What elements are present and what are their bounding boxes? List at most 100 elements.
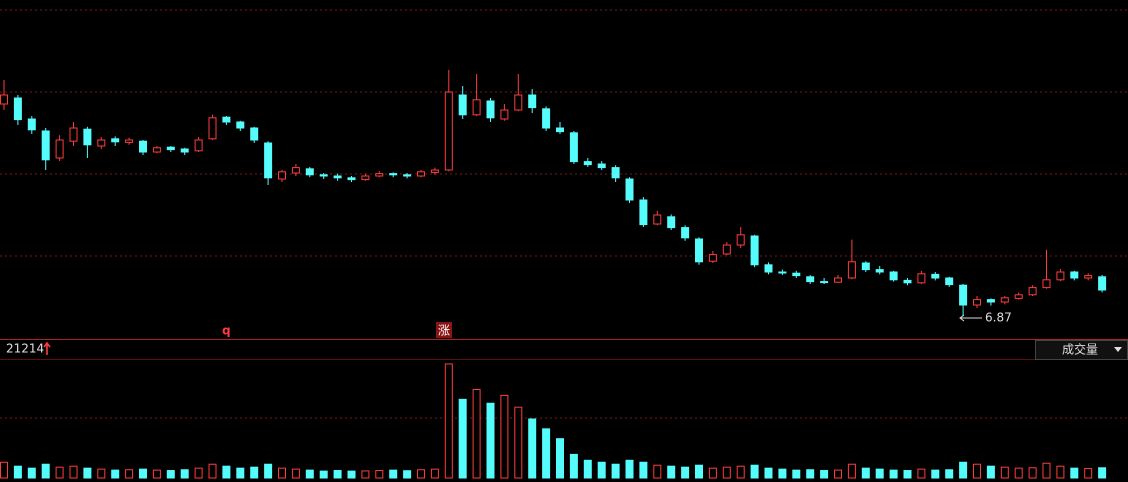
volume-bar <box>917 468 926 479</box>
candle-body <box>611 167 620 179</box>
candle-body <box>708 254 717 262</box>
candle-body <box>97 139 106 147</box>
candle-body <box>305 168 314 176</box>
candle-body <box>847 261 856 279</box>
volume-bar <box>236 467 245 479</box>
volume-bar <box>528 418 537 479</box>
candle-body <box>333 175 342 179</box>
candle-body <box>278 171 286 180</box>
volume-bar <box>125 469 134 479</box>
volume-bar <box>472 389 481 479</box>
volume-bar <box>875 468 884 479</box>
volume-bar <box>1028 467 1037 479</box>
volume-bar <box>695 464 703 479</box>
candle-body <box>222 116 231 123</box>
candle-body <box>792 272 801 277</box>
candle-body <box>973 299 981 306</box>
volume-bar <box>931 469 940 479</box>
candle-body <box>959 284 968 306</box>
volume-bar <box>166 470 175 479</box>
candle-body <box>152 147 161 153</box>
volume-bar <box>847 463 856 479</box>
volume-bar <box>806 469 815 479</box>
volume-bar <box>69 465 78 479</box>
candle-body <box>13 97 22 121</box>
candle-body <box>722 244 731 255</box>
volume-bar <box>542 428 551 479</box>
candle-body <box>750 235 759 266</box>
volume-bar <box>361 470 370 479</box>
volume-bar <box>1070 467 1079 479</box>
candle-body <box>236 121 245 129</box>
candle-body <box>180 148 189 153</box>
volume-bar <box>194 467 203 479</box>
candle-body <box>917 273 926 284</box>
volume-bar <box>792 469 801 479</box>
volume-bar <box>41 463 50 479</box>
candle-body <box>389 173 398 176</box>
candle-body <box>1000 297 1009 303</box>
candle-body <box>1042 279 1051 289</box>
candle-body <box>639 199 648 226</box>
candle-body <box>653 214 662 225</box>
volume-bar <box>0 461 8 479</box>
volume-bar <box>222 465 231 479</box>
candle-body <box>681 227 690 239</box>
candle-body <box>820 281 829 284</box>
volume-bar <box>1098 467 1107 479</box>
volume-bar <box>667 465 676 479</box>
candle-body <box>1084 275 1093 279</box>
volume-bar <box>83 467 92 479</box>
volume-bar <box>500 394 509 479</box>
candle-body <box>695 238 703 263</box>
volume-bar <box>903 470 912 479</box>
volume-bar <box>291 468 300 479</box>
candle-body <box>347 177 356 181</box>
volume-bar <box>250 466 259 479</box>
candle-body <box>1028 287 1037 296</box>
candle-body <box>625 178 634 201</box>
volume-bar <box>861 467 870 479</box>
volume-bar <box>208 463 217 479</box>
candle-body <box>945 277 954 286</box>
candle-body <box>583 161 592 166</box>
candle-body <box>1098 276 1107 291</box>
candle-body <box>861 262 870 271</box>
candle-body <box>542 108 551 129</box>
volume-bar <box>569 453 578 479</box>
volume-bar <box>722 466 731 479</box>
volume-bar <box>625 459 634 479</box>
volume-bar <box>986 465 995 479</box>
volume-bar <box>750 464 759 479</box>
dropdown-caret <box>1114 347 1122 352</box>
volume-bar <box>708 467 717 479</box>
volume-bar <box>389 469 398 479</box>
volume-bar <box>1084 468 1093 479</box>
volume-bar <box>611 463 620 479</box>
candle-body <box>69 127 78 142</box>
volume-bar <box>13 465 22 479</box>
candle-body <box>1014 294 1023 299</box>
volume-bar <box>403 470 412 479</box>
indicator-label: 成交量 <box>1062 342 1098 357</box>
candle-body <box>931 273 940 279</box>
volume-bar <box>820 470 829 479</box>
volume-bar <box>97 468 106 479</box>
volume-bar <box>27 467 36 479</box>
candle-body <box>139 140 147 153</box>
candle-body <box>458 94 467 116</box>
volume-bar <box>333 470 342 479</box>
volume-bar <box>319 470 328 479</box>
candle-body <box>903 279 912 284</box>
candle-body <box>1056 271 1065 281</box>
volume-bar <box>597 461 606 479</box>
volume-value: 21214 <box>6 342 44 356</box>
candle-body <box>111 138 120 143</box>
volume-bar <box>139 468 147 479</box>
candle-body <box>834 277 842 283</box>
candle-body <box>264 142 273 179</box>
candle-body <box>0 94 8 105</box>
candle-body <box>514 94 523 111</box>
volume-bar <box>764 467 773 479</box>
candle-body <box>500 109 509 120</box>
